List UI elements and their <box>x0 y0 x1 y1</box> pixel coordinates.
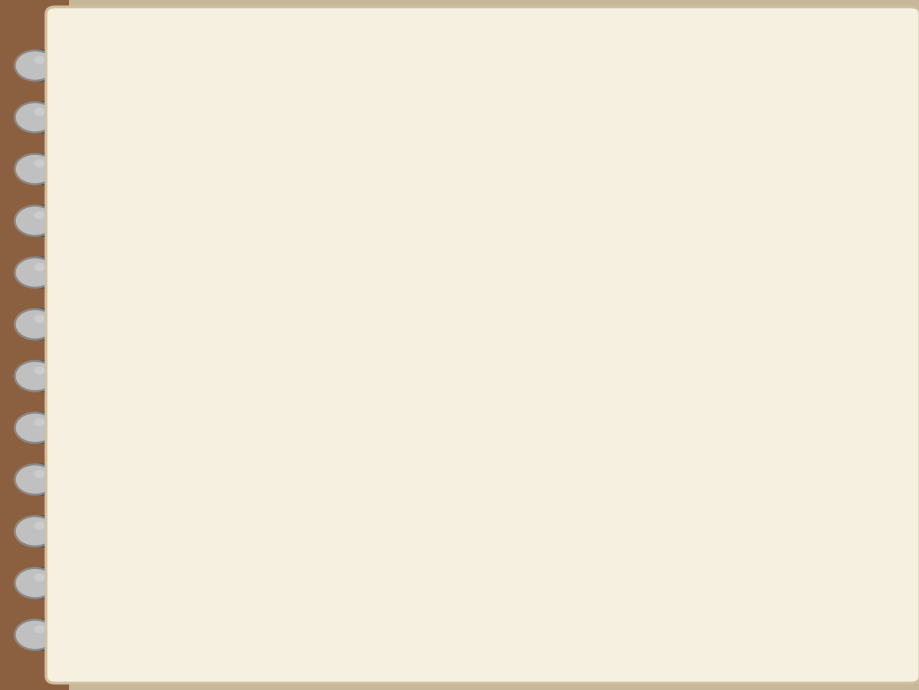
Circle shape <box>24 620 64 650</box>
Text: 4: 4 <box>886 660 897 678</box>
Circle shape <box>34 522 45 530</box>
Circle shape <box>24 464 64 495</box>
Circle shape <box>34 418 45 426</box>
Circle shape <box>538 131 639 207</box>
Text: -0.8: -0.8 <box>171 228 189 237</box>
Text: Cyt. b6H: Cyt. b6H <box>501 346 534 355</box>
Text: FeS: FeS <box>482 425 498 434</box>
Text: O2+ 4H+: O2+ 4H+ <box>218 474 260 483</box>
Circle shape <box>556 419 657 495</box>
Text: A0: A0 <box>652 181 665 191</box>
Text: 0.8: 0.8 <box>173 515 187 524</box>
Text: Professor Govindjee of U. of Illinois/Urbana: Professor Govindjee of U. of Illinois/Ur… <box>718 613 881 622</box>
Circle shape <box>15 50 55 81</box>
Circle shape <box>15 413 55 443</box>
Text: NADPH: NADPH <box>841 254 880 264</box>
Text: 0.0: 0.0 <box>173 371 187 381</box>
Circle shape <box>15 102 55 132</box>
Text: PC: PC <box>550 461 562 470</box>
Circle shape <box>24 154 64 184</box>
Text: Light Energy: Light Energy <box>363 529 482 547</box>
Circle shape <box>34 263 45 271</box>
Text: 0.4: 0.4 <box>173 444 187 453</box>
FancyBboxPatch shape <box>754 593 864 656</box>
Circle shape <box>34 573 45 582</box>
Circle shape <box>34 108 45 116</box>
Text: -0.4: -0.4 <box>171 299 189 308</box>
Text: Tyr: Tyr <box>264 574 278 584</box>
Text: Z-scheme diagram: Z-scheme diagram <box>742 564 857 574</box>
Text: 2H+: 2H+ <box>393 331 415 342</box>
Circle shape <box>24 206 64 236</box>
Text: FA/FB: FA/FB <box>726 239 753 249</box>
Circle shape <box>34 470 45 478</box>
Circle shape <box>34 211 45 219</box>
Circle shape <box>24 568 64 598</box>
Circle shape <box>15 516 55 546</box>
Text: 2H2O: 2H2O <box>202 519 230 529</box>
Text: Photosystem II: Photosystem II <box>260 306 273 411</box>
Circle shape <box>24 102 64 132</box>
Circle shape <box>34 366 45 375</box>
Circle shape <box>15 154 55 184</box>
Text: →Fx→: →Fx→ <box>698 221 726 231</box>
Circle shape <box>34 315 45 323</box>
Circle shape <box>15 206 55 236</box>
Text: FNR: FNR <box>809 294 837 307</box>
Circle shape <box>24 413 64 443</box>
Text: Mn: Mn <box>245 546 260 556</box>
Text: →FD: →FD <box>758 277 779 287</box>
Text: Excited
Chl
P680*: Excited Chl P680* <box>304 262 339 292</box>
Text: →PQ: →PQ <box>464 369 484 378</box>
Circle shape <box>34 159 45 168</box>
Text: From www.molecadv.com: From www.molecadv.com <box>751 585 848 595</box>
FancyBboxPatch shape <box>141 123 195 629</box>
Circle shape <box>34 625 45 633</box>
Text: Chl
P700: Chl P700 <box>593 446 620 468</box>
Text: Light Energy: Light Energy <box>630 391 749 409</box>
Polygon shape <box>310 267 612 470</box>
Circle shape <box>15 309 55 339</box>
Text: Developed in collaboration with: Developed in collaboration with <box>739 599 860 609</box>
Circle shape <box>24 257 64 288</box>
Text: Excited
Chl
P700*: Excited Chl P700* <box>571 155 606 184</box>
Text: Lower - ENERGY - Higher: Lower - ENERGY - Higher <box>147 308 156 444</box>
Circle shape <box>15 620 55 650</box>
Text: 1.2: 1.2 <box>173 587 187 596</box>
Circle shape <box>271 239 372 315</box>
Circle shape <box>15 257 55 288</box>
Circle shape <box>34 56 45 64</box>
Text: QA→QB: QA→QB <box>414 347 448 357</box>
Circle shape <box>24 516 64 546</box>
Circle shape <box>15 568 55 598</box>
Text: 2H+: 2H+ <box>393 434 415 444</box>
Circle shape <box>24 309 64 339</box>
Circle shape <box>271 536 372 612</box>
FancyBboxPatch shape <box>469 330 565 392</box>
Text: NADP+: NADP+ <box>841 344 881 354</box>
Text: Pheo.: Pheo. <box>343 275 374 285</box>
FancyBboxPatch shape <box>138 121 882 631</box>
FancyBboxPatch shape <box>0 0 69 690</box>
Text: -1.2: -1.2 <box>171 156 189 165</box>
Circle shape <box>15 361 55 391</box>
Text: Cyt. b6L: Cyt. b6L <box>502 367 533 376</box>
FancyBboxPatch shape <box>147 128 873 624</box>
Text: Chl
P680: Chl P680 <box>308 563 335 584</box>
Text: Cyt.f: Cyt.f <box>515 446 536 455</box>
Circle shape <box>15 464 55 495</box>
Circle shape <box>24 361 64 391</box>
Text: Photosystem I: Photosystem I <box>687 261 700 360</box>
Text: A1: A1 <box>675 199 688 209</box>
Circle shape <box>24 50 64 81</box>
